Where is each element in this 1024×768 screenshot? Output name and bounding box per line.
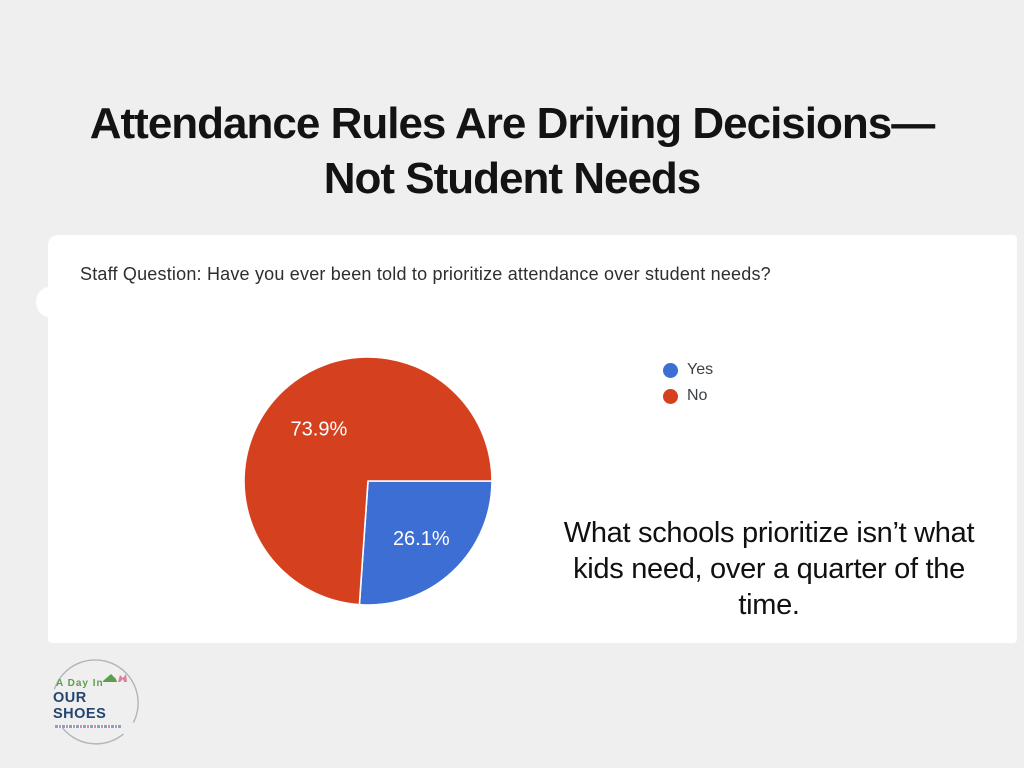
logo-text: A Day In OUR SHOES: [50, 678, 142, 728]
legend-label-no: No: [687, 387, 708, 404]
logo-line-1: A Day In: [56, 678, 104, 689]
content-card: Staff Question: Have you ever been told …: [36, 235, 1017, 643]
pie-chart: 26.1% 73.9%: [243, 356, 493, 606]
survey-question-text: Staff Question: Have you ever been told …: [80, 264, 771, 284]
shoes-icon: [102, 671, 130, 690]
legend-item-yes: Yes: [663, 357, 713, 383]
pie-chart-svg: 26.1% 73.9%: [243, 356, 493, 606]
site-logo: A Day In OUR SHOES: [50, 654, 142, 748]
pie-slice-label-yes: 26.1%: [393, 528, 450, 550]
page-title-line-2: Not Student Needs: [323, 154, 702, 203]
card-tail-decoration: [36, 287, 62, 317]
takeaway-line-1: What schools prioritize isn’t what: [563, 517, 975, 549]
sneaker-icon: [103, 674, 117, 682]
logo-line-2: OUR SHOES: [53, 690, 107, 722]
pie-slice-label-no: 73.9%: [291, 418, 348, 440]
takeaway-statement: What schools prioritize isn’t what kids …: [528, 515, 1010, 623]
page-title: Attendance Rules Are Driving Decisions— …: [0, 96, 1024, 206]
logo-tagline-decoration: [55, 725, 121, 728]
chart-legend: Yes No: [663, 357, 713, 409]
legend-dot-yes-icon: [663, 362, 678, 378]
legend-dot-no-icon: [663, 388, 678, 404]
pie-slice-yes: [358, 480, 493, 606]
heel-icon: [118, 674, 127, 682]
takeaway-line-2: kids need, over a quarter of the: [573, 553, 965, 585]
logo-circle-arc: [53, 659, 139, 745]
takeaway-line-3: time.: [738, 589, 800, 621]
page-title-line-1: Attendance Rules Are Driving Decisions—: [89, 99, 935, 148]
legend-label-yes: Yes: [687, 361, 714, 378]
pie-slice-no: [243, 356, 493, 606]
legend-item-no: No: [663, 383, 713, 409]
